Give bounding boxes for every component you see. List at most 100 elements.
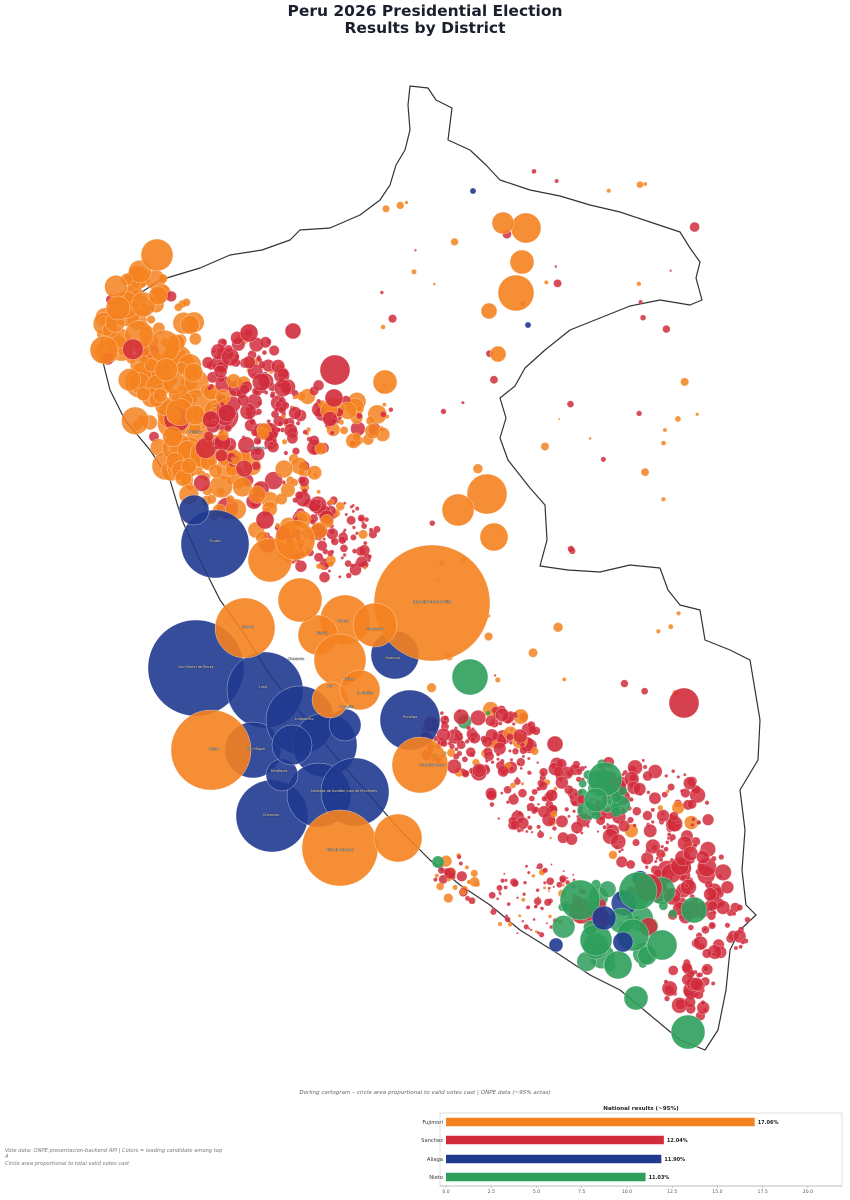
district-bubble [274,459,294,478]
district-bubble [550,863,553,866]
district-bubble [615,819,620,824]
district-bubble [618,786,628,796]
district-bubble [496,757,500,761]
district-bubble [452,884,458,891]
district-bubble [610,833,627,850]
district-bubble [432,282,436,286]
district-bubble [641,758,645,763]
district-bubble [484,632,493,641]
district-bubble [543,881,547,885]
district-bubble [503,885,508,890]
district-bubble [168,388,181,401]
district-bubble [182,298,191,307]
district-bubble [426,682,437,693]
district-bubble [344,537,349,541]
district-bubble [643,774,648,778]
district-bubble [485,710,491,716]
district-bubble [298,476,310,487]
district-bubble [323,558,327,562]
district-bubble [620,848,624,852]
district-bubble [411,269,417,275]
district-bubble [632,806,642,816]
district-bubble [329,430,335,436]
district-bubble [328,528,336,536]
district-bubble [494,722,499,727]
district-bubble [301,488,308,495]
district-bubble [503,785,512,794]
district-bubble [638,299,643,305]
district-bubble [576,770,580,774]
district-bubble [121,406,150,435]
district-bubble [549,836,553,840]
district-bubble [567,814,571,818]
district-bubble [278,405,287,414]
district-bubble [367,554,372,560]
district-bubble [396,201,405,210]
district-bubble [489,375,499,384]
district-bubble [602,824,607,830]
district-bubble [189,332,202,346]
district-bubble [503,872,506,875]
district-bubble [684,996,696,1008]
district-bubble [315,563,322,570]
district-bubble [512,711,518,717]
x-tick-label: 0.0 [442,1189,449,1195]
district-bubble [674,415,682,422]
district-bubble [162,426,183,447]
district-bubble [690,822,695,827]
district-bubble [657,805,664,811]
district-bubble [461,400,465,405]
district-bubble [567,545,575,553]
district-bubble [346,515,356,525]
district-bubble [523,924,529,930]
district-bubble [510,881,513,884]
district-bubble [259,336,272,349]
district-bubble [183,362,204,383]
district-bubble [404,200,409,205]
district-bubble [466,879,472,885]
district-bubble [596,830,600,833]
district-bubble [224,344,233,353]
district-bubble [380,290,384,295]
district-bubble [665,789,670,794]
district-bubble [460,740,464,744]
district-bubble [661,791,668,798]
district-bubble [458,732,463,737]
district-bubble [732,929,747,944]
district-bubble [294,394,299,400]
district-bubble [486,789,497,801]
district-bubble [664,995,670,1002]
district-bubble [675,819,680,824]
district-bubble [640,314,647,321]
district-bubble [117,368,141,392]
district-bubble [468,897,476,905]
district-bubble [669,811,679,821]
district-bubble [588,437,592,441]
chart-title-national: National results (~95%) [603,1106,679,1112]
district-bubble [458,861,463,866]
district-bubble [538,829,542,833]
district-bubble [636,281,642,287]
district-bubble [660,844,665,849]
district-bubble [269,441,274,447]
district-bubble [571,800,578,807]
district-bubble [453,708,470,725]
district-bubble [519,746,528,755]
district-bubble [342,553,347,557]
district-bubble [539,767,548,777]
district-bubble [450,237,459,246]
district-bubble [561,883,565,887]
district-bubble [566,400,574,408]
district-bubble [642,810,653,821]
district-bubble [524,864,529,868]
district-bubble [319,571,330,583]
district-bubble [226,495,235,504]
district-bubble [316,489,321,494]
district-bubble [515,809,519,813]
district-bubble [308,435,320,447]
district-bubble [231,456,236,462]
district-bubble [506,902,511,907]
district-bubble [489,802,495,808]
district-bubble [601,811,606,816]
district-bubble [460,889,467,896]
